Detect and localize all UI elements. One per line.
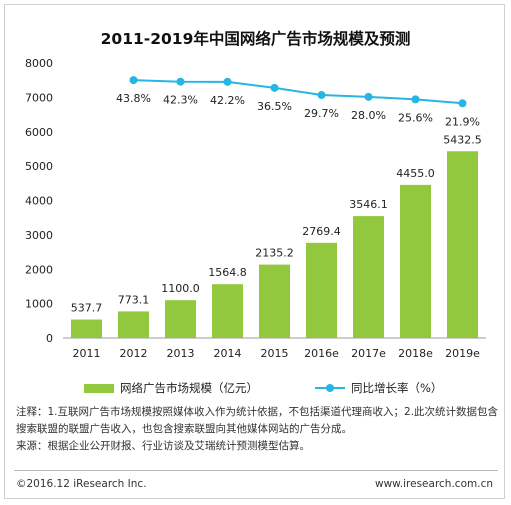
y-tick-label: 1000 [25,298,53,311]
growth-point [317,91,326,100]
x-tick-label: 2019e [445,347,480,360]
source-text: 来源：根据企业公开财报、行业访谈及艾瑞统计预测模型估算。 [16,440,310,452]
bar [447,151,478,338]
bar [71,319,102,338]
bar-value-label: 1100.0 [161,282,200,295]
footer-divider [14,470,498,471]
y-tick-label: 4000 [25,195,53,208]
y-tick-label: 2000 [25,263,53,276]
bar [259,264,290,338]
footer-url: www.iresearch.com.cn [374,478,493,490]
footer-copyright: ©2016.12 iResearch Inc. [16,478,147,490]
chart-plot: 0 1000 2000 3000 4000 5000 6000 7000 8000 537.7 20… [25,57,486,360]
growth-line [133,79,463,105]
growth-label: 25.6% [398,111,433,124]
y-tick-label: 0 [46,332,53,345]
x-tick-label: 2011 [73,347,101,360]
bar [400,184,431,338]
y-tick-label: 8000 [25,57,53,70]
growth-point [270,83,279,92]
chart-notes: 注释：1.互联网广告市场规模按照媒体收入作为统计依据，不包括渠道代理商收入；2.… [16,404,500,455]
x-tick-label: 2013 [167,347,195,360]
y-tick-label: 7000 [25,91,53,104]
bar-value-label: 773.1 [118,293,150,306]
bar [306,242,337,338]
legend-line: 同比增长率（%） [315,380,442,396]
legend-line-label: 同比增长率（%） [351,381,443,395]
growth-point [129,76,138,85]
growth-point [176,77,185,86]
legend-line-swatch [315,382,345,394]
growth-point [458,99,467,108]
x-tick-label: 2014 [214,347,242,360]
bar-value-label: 3546.1 [349,198,388,211]
growth-label: 36.5% [257,100,292,113]
legend-bar-swatch [84,383,114,393]
bar [353,216,384,338]
x-tick-label: 2018e [398,347,433,360]
growth-label: 42.2% [210,94,245,107]
growth-label: 43.8% [116,92,151,105]
bar [118,311,149,338]
x-tick-label: 2012 [120,347,148,360]
bar-value-label: 4455.0 [396,167,435,180]
y-tick-label: 3000 [25,229,53,242]
x-tick-label: 2015 [261,347,289,360]
chart-title: 2011-2019年中国网络广告市场规模及预测 [100,30,411,48]
bar [212,284,243,338]
chart-frame [4,4,505,499]
growth-label: 29.7% [304,107,339,120]
growth-label: 42.3% [163,94,198,107]
note-text: 注释：1.互联网广告市场规模按照媒体收入作为统计依据，不包括渠道代理商收入；2.… [16,406,499,435]
growth-label: 28.0% [351,109,386,122]
bar [165,300,196,338]
growth-point [223,77,232,86]
bar-value-label: 5432.5 [443,133,482,146]
legend-bar-label: 网络广告市场规模（亿元） [120,381,258,395]
y-tick-label: 6000 [25,126,53,139]
growth-label: 21.9% [445,115,480,128]
growth-point [411,95,420,104]
x-tick-label: 2017e [351,347,386,360]
x-tick-label: 2016e [304,347,339,360]
bar-value-label: 537.7 [71,302,103,315]
growth-point [364,92,373,101]
bar-value-label: 2135.2 [255,247,294,260]
bar-value-label: 2769.4 [302,225,341,238]
legend-bar: 网络广告市场规模（亿元） [84,380,258,396]
y-tick-label: 5000 [25,160,53,173]
bar-value-label: 1564.8 [208,266,247,279]
